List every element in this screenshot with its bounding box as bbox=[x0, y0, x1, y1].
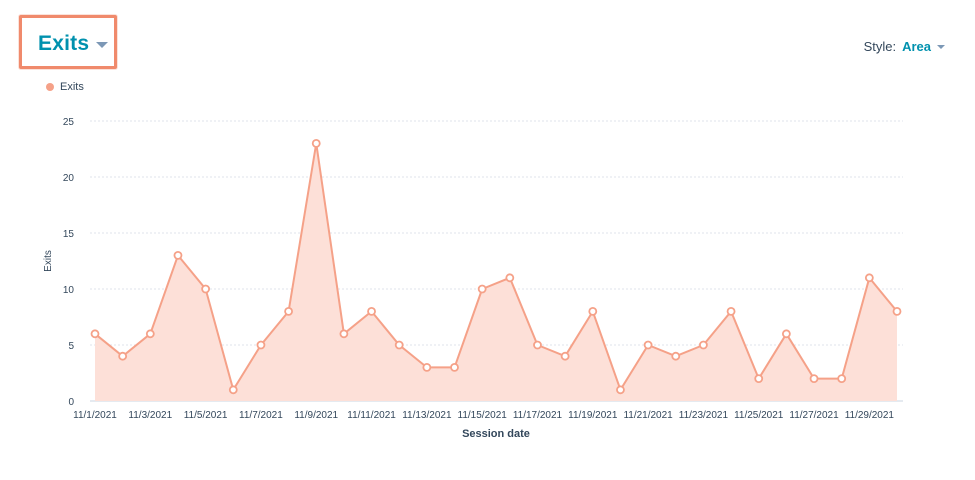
data-point bbox=[809, 374, 819, 384]
data-point bbox=[311, 138, 321, 148]
data-point bbox=[588, 306, 598, 316]
data-point bbox=[754, 374, 764, 384]
data-point bbox=[367, 306, 376, 316]
data-point bbox=[726, 306, 736, 316]
y-tick-label: 20 bbox=[63, 173, 75, 184]
data-point bbox=[422, 362, 432, 372]
y-tick-label: 0 bbox=[68, 397, 74, 408]
data-point bbox=[228, 385, 238, 395]
legend-label: Exits bbox=[60, 81, 84, 93]
style-label: Style: bbox=[863, 39, 897, 54]
data-point bbox=[892, 306, 902, 316]
data-point bbox=[864, 273, 874, 283]
data-point bbox=[145, 329, 155, 339]
data-point bbox=[671, 351, 681, 361]
data-point bbox=[643, 340, 653, 350]
data-point bbox=[533, 340, 542, 350]
x-tick-label: 11/23/2021 bbox=[679, 410, 729, 421]
x-tick-label: 11/1/2021 bbox=[73, 410, 117, 421]
x-tick-label: 11/17/2021 bbox=[513, 410, 563, 421]
chart-legend: Exits bbox=[46, 81, 84, 93]
data-point bbox=[781, 329, 791, 339]
x-axis-title: Session date bbox=[462, 428, 530, 440]
data-point bbox=[477, 284, 487, 294]
metric-selector-label: Exits bbox=[38, 32, 90, 55]
chart-style-control: Style: Area bbox=[864, 39, 945, 54]
x-tick-label: 11/19/2021 bbox=[568, 410, 618, 421]
metric-selector[interactable]: Exits bbox=[38, 32, 109, 56]
x-tick-label: 11/27/2021 bbox=[789, 410, 839, 421]
data-point bbox=[173, 250, 183, 260]
x-tick-label: 11/21/2021 bbox=[623, 410, 673, 421]
data-point bbox=[284, 306, 293, 316]
style-chevron-down-icon[interactable] bbox=[937, 45, 945, 49]
data-point bbox=[339, 329, 349, 339]
x-tick-label: 11/7/2021 bbox=[239, 410, 283, 421]
y-tick-label: 10 bbox=[63, 285, 75, 296]
data-point bbox=[118, 351, 128, 361]
x-tick-label: 11/15/2021 bbox=[458, 410, 508, 421]
x-tick-label: 11/11/2021 bbox=[347, 410, 396, 421]
x-tick-label: 11/3/2021 bbox=[128, 410, 172, 421]
x-tick-label: 11/29/2021 bbox=[845, 410, 895, 421]
x-tick-label: 11/13/2021 bbox=[402, 410, 452, 421]
data-point bbox=[450, 362, 459, 372]
y-axis-title: Exits bbox=[43, 250, 54, 272]
legend-dot-icon bbox=[46, 83, 54, 91]
x-tick-label: 11/9/2021 bbox=[294, 410, 338, 421]
data-point bbox=[201, 284, 211, 294]
area-fill bbox=[95, 143, 897, 401]
data-point bbox=[616, 385, 625, 395]
data-point bbox=[560, 351, 570, 361]
data-point bbox=[505, 273, 515, 283]
chevron-down-icon[interactable] bbox=[96, 42, 109, 48]
series-line bbox=[94, 142, 898, 391]
data-point bbox=[256, 340, 266, 350]
data-point bbox=[394, 340, 404, 350]
style-dropdown[interactable]: Area bbox=[902, 39, 931, 54]
metric-selector-highlight: Exits bbox=[19, 15, 117, 69]
y-tick-label: 15 bbox=[63, 229, 75, 240]
y-tick-label: 25 bbox=[63, 117, 75, 128]
x-tick-label: 11/5/2021 bbox=[184, 410, 228, 421]
y-tick-label: 5 bbox=[68, 341, 74, 352]
data-point bbox=[699, 340, 708, 350]
data-point bbox=[90, 329, 100, 339]
x-tick-label: 11/25/2021 bbox=[734, 410, 784, 421]
data-point bbox=[837, 374, 847, 384]
